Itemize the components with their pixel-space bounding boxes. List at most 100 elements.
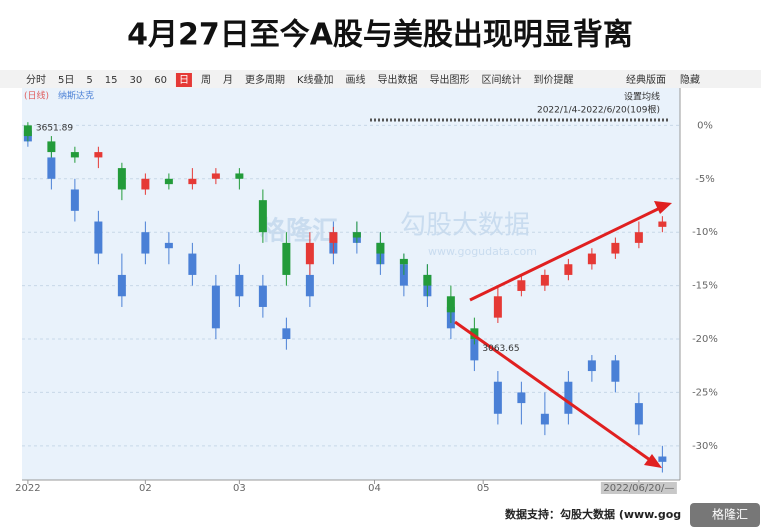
candle-body bbox=[517, 392, 526, 404]
toolbar-item[interactable]: 导出数据 bbox=[378, 73, 418, 86]
footer: 数据支持：勾股大数据 (www.gog bbox=[505, 507, 681, 521]
toolbar-item[interactable]: 经典版面 bbox=[626, 73, 666, 86]
chart-title: 4月27日至今A股与美股出现明显背离 bbox=[127, 18, 633, 53]
candle-body bbox=[587, 253, 596, 265]
arrow-head bbox=[654, 201, 672, 214]
crosshair-label-bg bbox=[600, 482, 677, 494]
x-tick-label: 2022 bbox=[15, 483, 40, 494]
candle-body bbox=[376, 242, 385, 254]
candle-body bbox=[634, 403, 643, 425]
toolbar-item[interactable]: K线叠加 bbox=[297, 73, 334, 86]
candle-body bbox=[399, 258, 408, 265]
toolbar-item[interactable]: 周 bbox=[201, 74, 211, 86]
toolbar-item[interactable]: 更多周期 bbox=[245, 73, 285, 86]
annotation: 3063.65 bbox=[482, 344, 519, 354]
watermark-url: www.gogudata.com bbox=[428, 245, 537, 258]
toolbar-item[interactable]: 到价提醒 bbox=[534, 74, 574, 86]
arrows bbox=[454, 201, 672, 468]
toolbar-item[interactable]: 分时 bbox=[26, 74, 46, 86]
candle-body bbox=[352, 232, 361, 238]
candle-body bbox=[258, 200, 267, 233]
candle-body bbox=[235, 274, 244, 297]
candle-body bbox=[141, 178, 150, 190]
candle-body bbox=[587, 360, 596, 372]
candle-body bbox=[235, 173, 244, 179]
toolbar-item[interactable]: 60 bbox=[154, 75, 167, 86]
candle-body bbox=[94, 152, 103, 158]
y-tick-label: -10% bbox=[692, 227, 718, 238]
toolbar-item[interactable]: 日 bbox=[179, 75, 189, 86]
logo-badge bbox=[690, 503, 760, 527]
candle-body bbox=[564, 264, 573, 275]
candle-body bbox=[70, 152, 79, 158]
toolbar-item[interactable]: 区间统计 bbox=[482, 73, 522, 86]
candle-body bbox=[611, 360, 620, 382]
legend-entry[interactable]: 纳斯达克 bbox=[58, 90, 94, 102]
candle-body bbox=[634, 232, 643, 243]
annotation: 3651.89 bbox=[36, 124, 73, 134]
candle-body bbox=[611, 242, 620, 254]
candle-body bbox=[94, 221, 103, 254]
candle-body bbox=[164, 242, 173, 249]
watermark: 勾股大数据 bbox=[400, 211, 530, 241]
candle-body bbox=[493, 381, 502, 414]
candle-body bbox=[258, 285, 267, 307]
plot-area bbox=[22, 88, 680, 480]
candle-body bbox=[141, 232, 150, 254]
candle-body bbox=[282, 242, 291, 275]
toolbar-item[interactable]: 月 bbox=[223, 74, 233, 86]
x-tick-label: 2022/06/20/— bbox=[603, 483, 674, 494]
toolbar-item[interactable]: 15 bbox=[105, 75, 118, 86]
candle-body bbox=[305, 242, 314, 265]
y-tick-label: -30% bbox=[692, 441, 718, 452]
x-tick-label: 02 bbox=[139, 483, 152, 494]
ma-setting[interactable]: 设置均线 bbox=[624, 91, 660, 103]
candle-body bbox=[282, 328, 291, 340]
y-tick-label: 0% bbox=[697, 120, 713, 131]
y-axis-area bbox=[680, 88, 740, 480]
candle-body bbox=[658, 221, 667, 227]
toolbar-item[interactable]: 30 bbox=[129, 75, 142, 86]
y-tick-label: -15% bbox=[692, 281, 718, 292]
toolbar-item[interactable]: 5 bbox=[86, 75, 92, 86]
candle-body bbox=[540, 274, 549, 286]
candle-body bbox=[117, 274, 126, 297]
y-tick-label: -5% bbox=[695, 174, 714, 185]
toolbar-item[interactable]: 导出图形 bbox=[430, 73, 470, 86]
range-label: 2022/1/4-2022/6/20(109根) bbox=[537, 104, 660, 116]
candle-body bbox=[188, 178, 197, 185]
candle-body bbox=[305, 274, 314, 297]
x-tick-label: 03 bbox=[233, 483, 246, 494]
candle-body bbox=[23, 125, 32, 137]
x-tick-label: 05 bbox=[477, 483, 490, 494]
arrow-head bbox=[644, 454, 662, 468]
candle-body bbox=[470, 339, 479, 361]
arrow-down bbox=[454, 320, 651, 462]
candle-body bbox=[446, 296, 455, 313]
watermark-logo: 格隆汇 bbox=[260, 216, 338, 247]
y-tick-label: -25% bbox=[692, 387, 718, 398]
candle-body bbox=[47, 157, 56, 179]
candle-body bbox=[658, 456, 667, 462]
toolbar-item[interactable]: 5日 bbox=[58, 75, 74, 86]
candle-body bbox=[47, 141, 56, 153]
candle-body bbox=[70, 189, 79, 211]
candle-body bbox=[329, 232, 338, 243]
candle-body bbox=[493, 296, 502, 318]
toolbar-item[interactable]: 画线 bbox=[346, 73, 366, 86]
candle-body bbox=[211, 285, 220, 329]
y-tick-label: -20% bbox=[692, 334, 718, 345]
candle-body bbox=[423, 274, 432, 286]
candle-body bbox=[540, 413, 549, 425]
candle-body bbox=[517, 280, 526, 291]
candle-body bbox=[564, 381, 573, 414]
candle-body bbox=[164, 178, 173, 185]
logo: 格隆汇 bbox=[712, 507, 748, 522]
arrow-up bbox=[469, 206, 661, 302]
x-tick-label: 04 bbox=[368, 483, 381, 494]
toolbar-item[interactable]: 隐藏 bbox=[680, 74, 700, 86]
candle-body bbox=[211, 173, 220, 179]
candle-body bbox=[188, 253, 197, 275]
